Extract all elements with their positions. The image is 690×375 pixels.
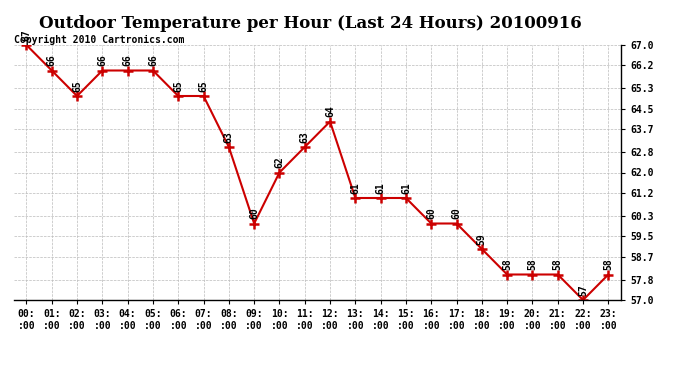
Text: 64: 64 bbox=[325, 106, 335, 117]
Text: 63: 63 bbox=[224, 131, 234, 143]
Text: 61: 61 bbox=[351, 182, 360, 194]
Text: 65: 65 bbox=[199, 80, 208, 92]
Text: 66: 66 bbox=[97, 55, 108, 66]
Text: 65: 65 bbox=[72, 80, 82, 92]
Text: 58: 58 bbox=[527, 259, 538, 270]
Text: 66: 66 bbox=[47, 55, 57, 66]
Text: 62: 62 bbox=[275, 157, 284, 168]
Text: 61: 61 bbox=[375, 182, 386, 194]
Text: 67: 67 bbox=[21, 29, 32, 41]
Text: 60: 60 bbox=[426, 208, 436, 219]
Text: 61: 61 bbox=[401, 182, 411, 194]
Text: 57: 57 bbox=[578, 284, 588, 296]
Text: 58: 58 bbox=[603, 259, 613, 270]
Text: 63: 63 bbox=[299, 131, 310, 143]
Text: 58: 58 bbox=[502, 259, 512, 270]
Text: 65: 65 bbox=[173, 80, 184, 92]
Text: 59: 59 bbox=[477, 233, 487, 245]
Text: 60: 60 bbox=[451, 208, 462, 219]
Text: Copyright 2010 Cartronics.com: Copyright 2010 Cartronics.com bbox=[14, 35, 184, 45]
Text: 66: 66 bbox=[123, 55, 132, 66]
Text: 60: 60 bbox=[249, 208, 259, 219]
Text: 66: 66 bbox=[148, 55, 158, 66]
Text: Outdoor Temperature per Hour (Last 24 Hours) 20100916: Outdoor Temperature per Hour (Last 24 Ho… bbox=[39, 15, 582, 32]
Text: 58: 58 bbox=[553, 259, 563, 270]
